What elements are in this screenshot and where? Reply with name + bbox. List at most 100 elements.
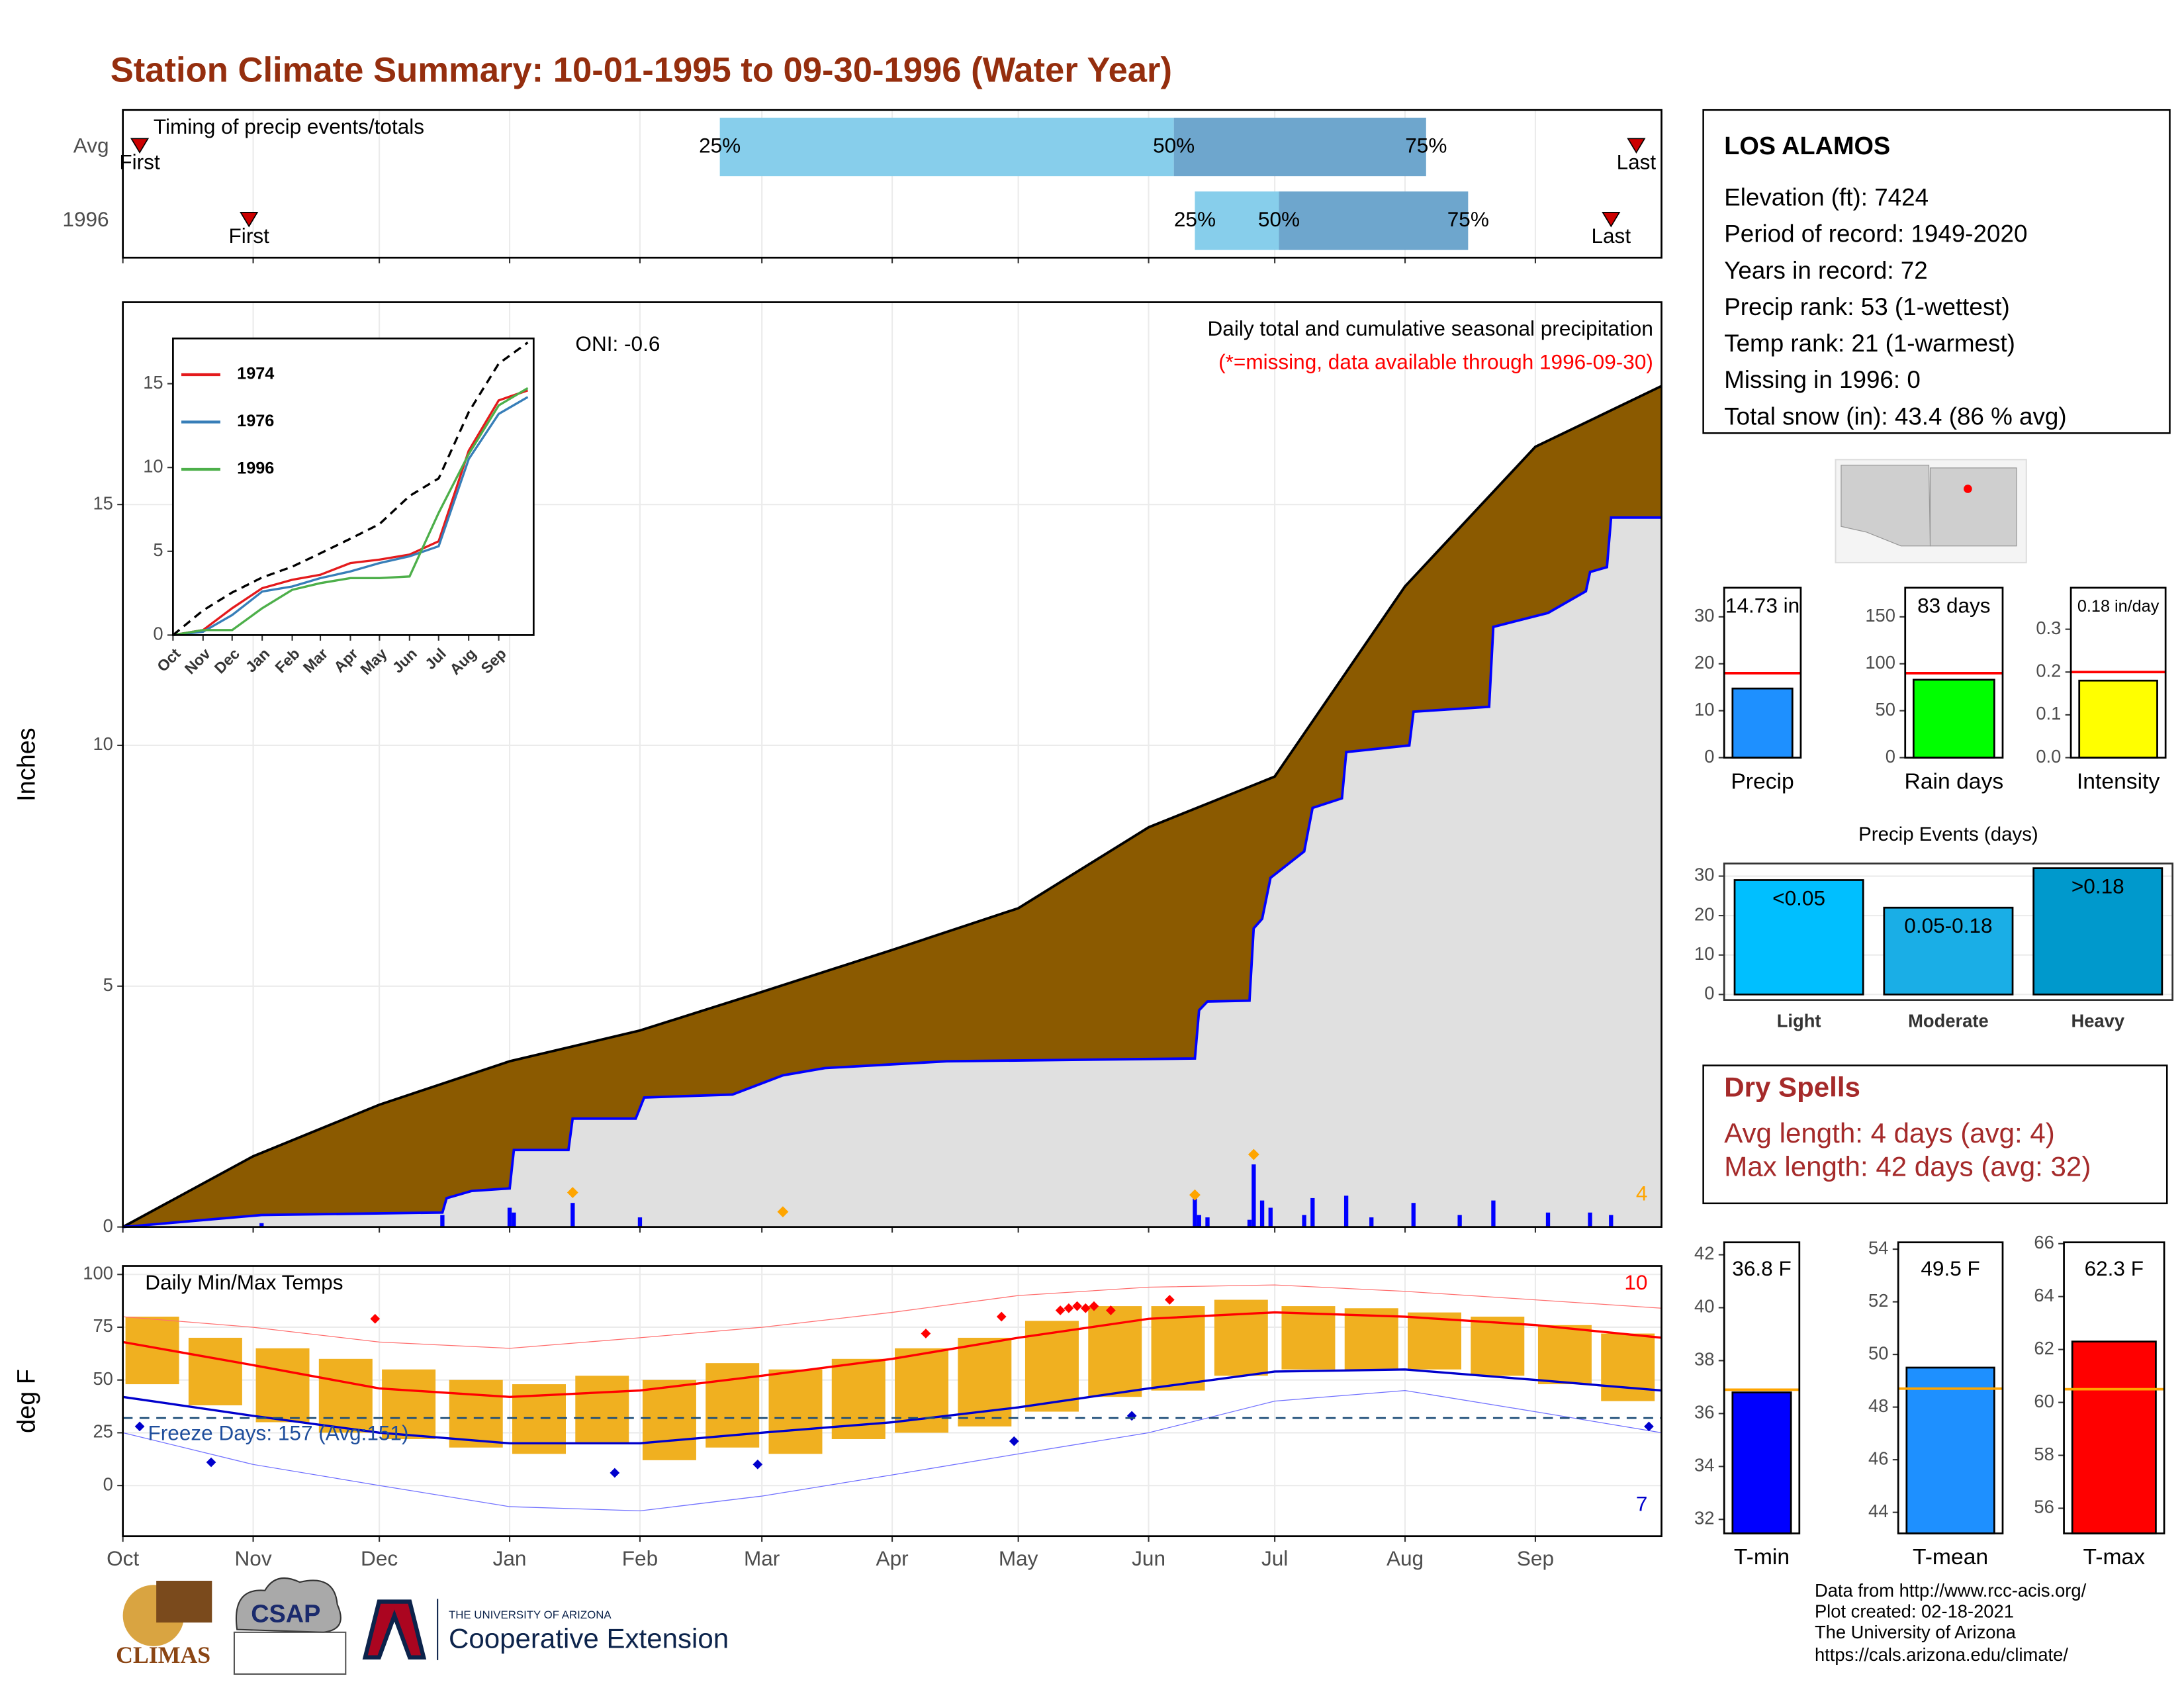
daily-bar bbox=[1588, 1212, 1592, 1227]
series-line bbox=[172, 342, 529, 636]
y-tick-label: 42 bbox=[1694, 1243, 1714, 1264]
chart-frame bbox=[1897, 1241, 2004, 1534]
page-title: Station Climate Summary: 10-01-1995 to 0… bbox=[111, 50, 1172, 89]
dry-spells-line: Max length: 42 days (avg: 32) bbox=[1724, 1150, 2091, 1182]
station-line: Temp rank: 21 (1-warmest) bbox=[1724, 330, 2015, 357]
csap-logo: CSAP bbox=[251, 1601, 320, 1628]
temp-range bbox=[1408, 1312, 1461, 1370]
bar bbox=[1733, 879, 1864, 996]
event-marker bbox=[240, 212, 259, 228]
y-tick-label: 10 bbox=[1694, 699, 1714, 720]
daily-bar bbox=[440, 1215, 445, 1227]
x-tick-label: Aug bbox=[1387, 1546, 1424, 1570]
y-tick-label: 46 bbox=[1868, 1448, 1888, 1468]
daily-bar bbox=[1259, 1200, 1265, 1227]
record-marker bbox=[1009, 1436, 1019, 1446]
bar bbox=[1883, 906, 2014, 996]
category-label: Intensity bbox=[2077, 769, 2160, 794]
temp-range bbox=[449, 1380, 503, 1448]
station-lines: Elevation (ft): 7424 Period of record: 19… bbox=[1724, 184, 2066, 430]
y-tick-label: 36 bbox=[1694, 1402, 1714, 1423]
temp-range bbox=[575, 1376, 629, 1444]
map-state bbox=[1841, 465, 1931, 547]
normal-line bbox=[122, 1284, 1662, 1349]
chart-frame bbox=[1904, 586, 2004, 759]
temp-range bbox=[188, 1337, 242, 1405]
y-tick-label: 50 bbox=[1876, 699, 1895, 720]
x-tick-label: Nov bbox=[235, 1546, 272, 1570]
daily-bar bbox=[1310, 1197, 1315, 1227]
temp-range bbox=[1344, 1308, 1398, 1370]
temp-range bbox=[382, 1369, 436, 1439]
inset-frame bbox=[172, 337, 535, 636]
y-tick-label: 150 bbox=[1865, 605, 1895, 626]
station-line: Missing in 1996: 0 bbox=[1724, 366, 1921, 393]
bar bbox=[2078, 679, 2158, 759]
y-tick-label: 30 bbox=[1694, 865, 1714, 885]
dry-spells-box bbox=[1702, 1064, 2168, 1205]
y-tick-label: 0.1 bbox=[2036, 703, 2061, 724]
quartile-label: 75% bbox=[1447, 207, 1489, 231]
station-line: Period of record: 1949-2020 bbox=[1724, 220, 2027, 248]
daily-bar bbox=[1205, 1217, 1210, 1227]
panel-frame bbox=[122, 1265, 1662, 1538]
x-tick-label: Feb bbox=[622, 1546, 658, 1570]
chart-frame bbox=[1723, 1241, 1801, 1534]
category-label: Rain days bbox=[1905, 769, 2004, 794]
y-tick-label: 0 bbox=[1704, 746, 1714, 767]
chart-frame bbox=[1723, 586, 1802, 759]
quartile-label: 75% bbox=[1405, 133, 1447, 157]
station-line: Total snow (in): 43.4 (86 % avg) bbox=[1724, 402, 2066, 430]
series-line bbox=[173, 389, 529, 637]
y-tick-label: 0.0 bbox=[2036, 746, 2061, 767]
y-tick-label: 10 bbox=[1694, 943, 1714, 964]
annotation: (*=missing, data available through 1996-… bbox=[1218, 350, 1653, 373]
category-label: T-max bbox=[2083, 1545, 2146, 1570]
panel-title: Daily Min/Max Temps bbox=[145, 1270, 343, 1294]
bar-annotation: <0.05 bbox=[1772, 886, 1825, 910]
cold-count: 7 bbox=[1636, 1492, 1648, 1516]
temp-range bbox=[1537, 1325, 1592, 1385]
legend-label: 1976 bbox=[237, 412, 274, 430]
y-tick-label: 75 bbox=[93, 1315, 113, 1336]
daily-bar bbox=[507, 1207, 512, 1227]
y-tick-label: 50 bbox=[1868, 1342, 1888, 1363]
x-tick-label: Oct bbox=[107, 1546, 139, 1570]
record-marker bbox=[567, 1187, 578, 1198]
category-label: Precip bbox=[1731, 769, 1794, 794]
csap-frame bbox=[233, 1631, 347, 1675]
map-station bbox=[1964, 485, 1972, 493]
y-tick-label: 10 bbox=[143, 455, 163, 476]
record-marker bbox=[370, 1313, 381, 1324]
x-tick-label: Jul bbox=[1261, 1546, 1288, 1570]
y-tick-label: 48 bbox=[1868, 1395, 1888, 1416]
csap-cloud bbox=[236, 1577, 341, 1633]
daily-bar bbox=[1457, 1215, 1462, 1227]
category-label: T-min bbox=[1734, 1545, 1790, 1570]
daily-bar bbox=[1609, 1215, 1614, 1227]
y-tick-label: 62 bbox=[2034, 1338, 2054, 1358]
y-tick-label: 38 bbox=[1694, 1349, 1714, 1370]
x-tick-label: May bbox=[999, 1546, 1038, 1570]
y-tick-label: 0 bbox=[153, 624, 163, 644]
y-tick-label: 50 bbox=[93, 1368, 113, 1389]
footer-line: https://cals.arizona.edu/climate/ bbox=[1815, 1644, 2068, 1665]
bar bbox=[1905, 1366, 1995, 1534]
y-tick-label: 0 bbox=[1704, 983, 1714, 1004]
y-tick-label: 0 bbox=[103, 1474, 113, 1494]
x-tick-label: Mar bbox=[744, 1546, 780, 1570]
station-line: Precip rank: 53 (1-wettest) bbox=[1724, 293, 2010, 320]
y-tick-label: 40 bbox=[1694, 1296, 1714, 1317]
temp-range bbox=[1214, 1299, 1268, 1376]
y-tick-label: 20 bbox=[1694, 652, 1714, 673]
value-label: 36.8 F bbox=[1732, 1256, 1791, 1280]
legend-label: 1974 bbox=[237, 365, 274, 383]
category-label: T-mean bbox=[1913, 1545, 1988, 1570]
y-tick-label: 0.3 bbox=[2036, 618, 2061, 638]
y-axis-label: Inches bbox=[13, 727, 41, 802]
daily-bar bbox=[1491, 1200, 1496, 1227]
daily-bar bbox=[1411, 1203, 1416, 1227]
bar bbox=[1731, 687, 1794, 759]
cumulative-area bbox=[122, 517, 1662, 1227]
